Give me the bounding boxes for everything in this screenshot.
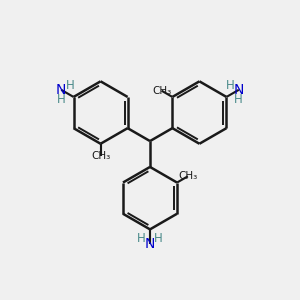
Text: CH₃: CH₃ (91, 151, 110, 161)
Text: H: H (66, 79, 74, 92)
Text: N: N (56, 83, 66, 97)
Text: CH₃: CH₃ (178, 171, 197, 181)
Text: N: N (234, 83, 244, 97)
Text: H: H (234, 93, 243, 106)
Text: H: H (137, 232, 146, 245)
Text: CH₃: CH₃ (152, 86, 171, 96)
Text: H: H (154, 232, 163, 245)
Text: H: H (57, 93, 66, 106)
Text: H: H (226, 79, 234, 92)
Text: N: N (145, 237, 155, 250)
